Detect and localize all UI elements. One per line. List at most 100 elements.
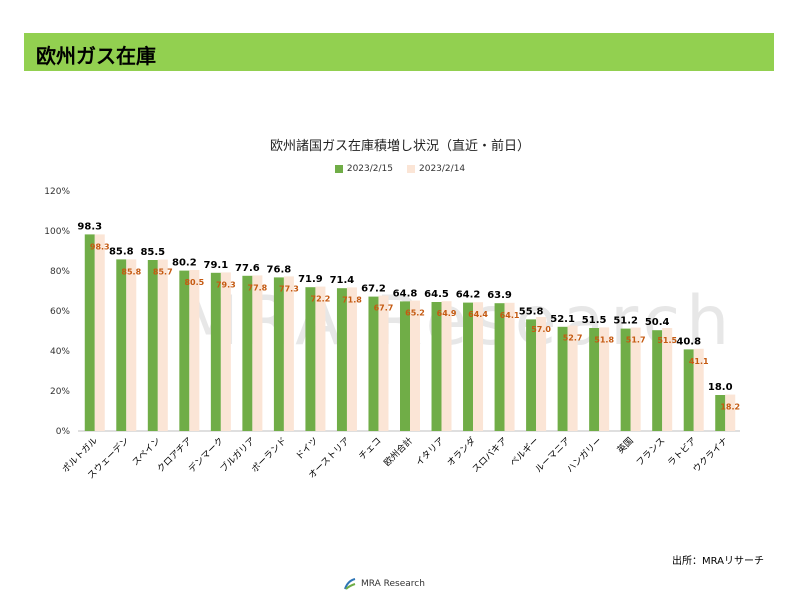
- y-tick-label: 120%: [44, 187, 70, 197]
- bar-1: [400, 301, 410, 431]
- data-label-series-2: 80.5: [184, 278, 204, 287]
- data-label-series-1: 64.5: [424, 289, 449, 300]
- bar-1: [84, 234, 95, 431]
- data-label-series-2: 77.8: [248, 283, 268, 292]
- bar-1: [652, 330, 663, 431]
- bar-2: [94, 234, 105, 431]
- bar-1: [273, 277, 284, 431]
- bar-2: [441, 301, 452, 431]
- bar-1: [620, 328, 631, 431]
- data-label-series-1: 50.4: [645, 317, 670, 328]
- bar-1: [179, 270, 190, 431]
- bar-1: [431, 302, 442, 431]
- x-tick-label: フランス: [634, 435, 667, 468]
- page-title: 欧州ガス在庫: [36, 44, 156, 68]
- data-label-series-1: 71.9: [298, 274, 323, 285]
- bar-2: [126, 259, 137, 431]
- bar-2: [693, 348, 704, 431]
- data-label-series-2: 71.8: [342, 295, 362, 304]
- bar-2: [220, 272, 231, 431]
- bar-1: [305, 287, 316, 431]
- bar-1: [147, 260, 158, 431]
- bar-2: [378, 295, 389, 431]
- x-tick-label: イタリア: [414, 435, 447, 468]
- data-label-series-2: 77.3: [279, 284, 299, 293]
- data-label-series-2: 64.9: [437, 309, 457, 318]
- legend-label-series-1: 2023/2/15: [346, 164, 393, 174]
- bar-1: [715, 395, 726, 431]
- data-label-series-1: 52.1: [550, 314, 575, 325]
- data-label-series-2: 85.8: [121, 267, 141, 276]
- bar-2: [346, 287, 357, 431]
- x-tick-label: チェコ: [357, 435, 384, 462]
- bar-2: [536, 317, 547, 431]
- data-label-series-2: 79.3: [216, 280, 236, 289]
- data-label-series-1: 85.8: [109, 246, 134, 257]
- data-label-series-1: 55.8: [519, 306, 544, 317]
- chart-legend: 2023/2/15 2023/2/14: [0, 164, 800, 174]
- header-bar: 欧州ガス在庫: [24, 33, 774, 71]
- bar-2: [567, 325, 578, 431]
- bar-2: [283, 276, 294, 431]
- bar-2: [189, 270, 200, 431]
- bar-1: [116, 259, 127, 431]
- bar-1: [557, 326, 568, 431]
- bar-1: [494, 303, 505, 431]
- bar-2: [315, 286, 326, 431]
- data-label-series-2: 18.2: [720, 403, 740, 412]
- bar-1: [368, 296, 379, 431]
- x-tick-label: ベルギー: [508, 435, 541, 468]
- data-label-series-1: 64.8: [393, 288, 418, 299]
- bar-2: [157, 259, 168, 431]
- data-label-series-2: 64.1: [500, 311, 520, 320]
- data-label-series-1: 64.2: [456, 290, 481, 301]
- legend-swatch-series-1: [334, 165, 343, 173]
- bar-2: [662, 328, 673, 431]
- footer-brand: MRA Research: [361, 579, 425, 589]
- data-label-series-1: 67.2: [361, 284, 386, 295]
- data-label-series-2: 64.4: [468, 310, 488, 319]
- bar-1: [463, 302, 474, 431]
- legend-item-series-1: 2023/2/15: [334, 164, 393, 174]
- bar-1: [589, 328, 600, 431]
- data-label-series-1: 71.4: [330, 275, 355, 286]
- data-label-series-1: 18.0: [708, 382, 733, 393]
- data-label-series-2: 67.7: [374, 304, 394, 313]
- data-label-series-2: 51.8: [594, 335, 614, 344]
- bar-2: [252, 275, 263, 431]
- data-label-series-2: 52.7: [563, 334, 583, 343]
- data-label-series-1: 63.9: [487, 290, 512, 301]
- data-label-series-2: 41.1: [689, 357, 709, 366]
- data-label-series-1: 79.1: [204, 260, 229, 271]
- data-label-series-2: 98.3: [90, 242, 110, 251]
- data-label-series-2: 85.7: [153, 268, 173, 277]
- y-tick-label: 40%: [50, 347, 70, 357]
- bar-1: [242, 275, 253, 431]
- y-tick-label: 100%: [44, 227, 70, 237]
- bar-1: [210, 272, 221, 431]
- x-tick-label: ドイツ: [294, 436, 320, 462]
- legend-item-series-2: 2023/2/14: [407, 164, 465, 174]
- data-label-series-1: 51.5: [582, 315, 607, 326]
- data-label-series-1: 98.3: [77, 221, 102, 232]
- logo-icon: [344, 578, 356, 590]
- legend-label-series-2: 2023/2/14: [419, 164, 466, 174]
- x-tick-label: 英国: [615, 435, 636, 456]
- x-tick-label: スペイン: [131, 436, 163, 468]
- data-label-series-1: 77.6: [235, 263, 260, 274]
- data-label-series-1: 80.2: [172, 258, 197, 269]
- data-label-series-1: 76.8: [267, 264, 292, 275]
- bar-2: [473, 302, 484, 431]
- data-label-series-2: 65.2: [405, 309, 425, 318]
- data-label-series-2: 51.5: [657, 336, 677, 345]
- data-label-series-1: 85.5: [140, 247, 165, 258]
- bar-2: [599, 327, 610, 431]
- legend-swatch-series-2: [407, 165, 415, 173]
- bar-1: [683, 349, 694, 431]
- x-tick-label: ラトビア: [666, 435, 699, 468]
- footer-logo: MRA Research: [343, 577, 425, 591]
- data-label-series-2: 57.0: [531, 325, 551, 334]
- data-label-series-2: 72.2: [311, 295, 331, 304]
- y-tick-label: 0%: [56, 427, 71, 437]
